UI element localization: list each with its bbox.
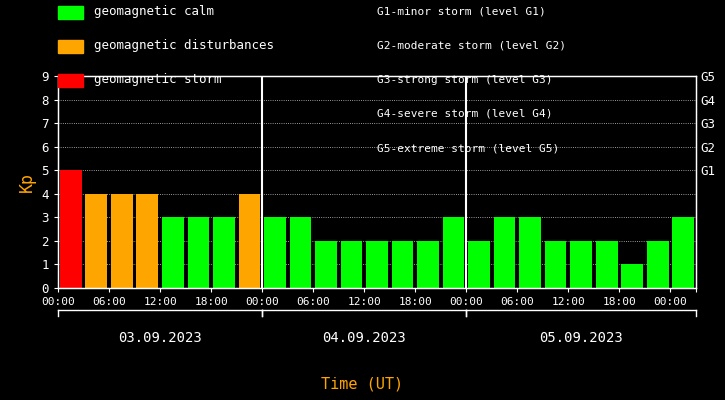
Text: G3-strong storm (level G3): G3-strong storm (level G3): [377, 75, 552, 85]
Bar: [136, 194, 158, 288]
Bar: [289, 217, 311, 288]
Bar: [571, 241, 592, 288]
Bar: [264, 217, 286, 288]
Bar: [213, 217, 235, 288]
Bar: [162, 217, 183, 288]
Text: G1-minor storm (level G1): G1-minor storm (level G1): [377, 7, 546, 17]
Bar: [239, 194, 260, 288]
Bar: [596, 241, 618, 288]
Bar: [315, 241, 337, 288]
Bar: [468, 241, 490, 288]
Text: G2-moderate storm (level G2): G2-moderate storm (level G2): [377, 41, 566, 51]
Text: 04.09.2023: 04.09.2023: [323, 331, 406, 345]
Bar: [443, 217, 465, 288]
Bar: [341, 241, 362, 288]
Text: G5-extreme storm (level G5): G5-extreme storm (level G5): [377, 143, 559, 153]
Bar: [494, 217, 515, 288]
Text: 03.09.2023: 03.09.2023: [118, 331, 202, 345]
Bar: [647, 241, 668, 288]
Bar: [417, 241, 439, 288]
Bar: [544, 241, 566, 288]
Text: 05.09.2023: 05.09.2023: [539, 331, 623, 345]
Bar: [111, 194, 133, 288]
Bar: [519, 217, 541, 288]
Text: geomagnetic storm: geomagnetic storm: [94, 74, 222, 86]
Bar: [188, 217, 210, 288]
Bar: [621, 264, 643, 288]
Bar: [86, 194, 107, 288]
Text: geomagnetic disturbances: geomagnetic disturbances: [94, 40, 274, 52]
Text: geomagnetic calm: geomagnetic calm: [94, 6, 215, 18]
Text: G4-severe storm (level G4): G4-severe storm (level G4): [377, 109, 552, 119]
Bar: [366, 241, 388, 288]
Text: Time (UT): Time (UT): [321, 376, 404, 392]
Bar: [672, 217, 694, 288]
Bar: [392, 241, 413, 288]
Bar: [60, 170, 82, 288]
Y-axis label: Kp: Kp: [18, 172, 36, 192]
